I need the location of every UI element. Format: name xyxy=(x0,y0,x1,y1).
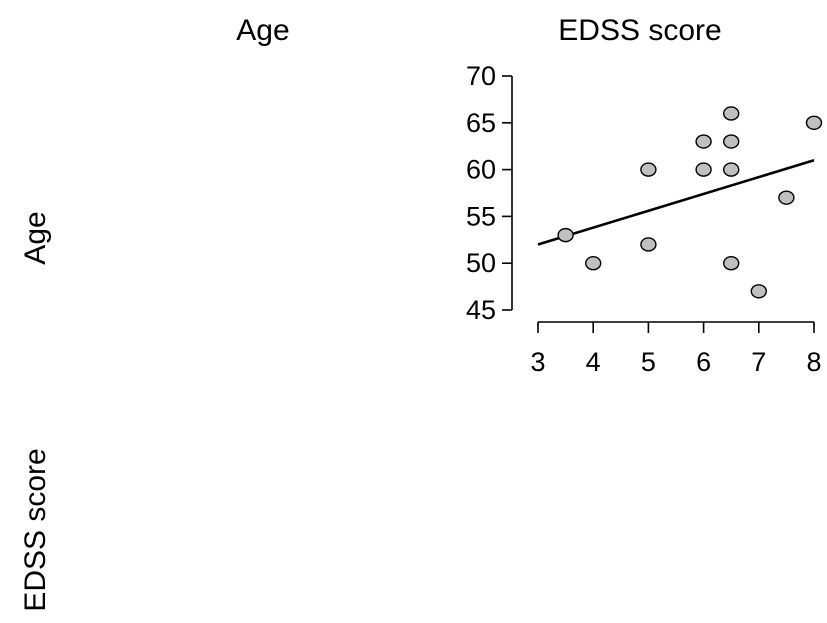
y-axis: 45 50 55 60 65 70 xyxy=(466,61,513,325)
column-label-age: Age xyxy=(236,14,289,47)
data-points xyxy=(557,106,823,299)
regression-line xyxy=(537,158,815,246)
y-tick-label: 70 xyxy=(466,61,496,91)
data-point xyxy=(695,162,712,177)
data-point xyxy=(750,284,767,299)
data-point xyxy=(805,115,823,131)
y-tick-label: 60 xyxy=(466,155,496,185)
y-tick-label: 55 xyxy=(466,201,496,231)
column-label-edss-score: EDSS score xyxy=(558,14,721,47)
y-tick-label: 50 xyxy=(466,248,496,278)
data-point xyxy=(723,134,740,149)
data-point xyxy=(723,106,740,121)
x-tick-label: 6 xyxy=(696,347,711,377)
y-tick-label: 45 xyxy=(466,295,496,325)
data-point xyxy=(640,237,657,252)
x-tick-label: 7 xyxy=(751,347,766,377)
x-tick-label: 4 xyxy=(586,347,601,377)
x-axis: 3 4 5 6 7 8 xyxy=(530,321,822,377)
regression-line-group xyxy=(537,158,815,246)
x-tick-label: 5 xyxy=(641,347,656,377)
data-point xyxy=(557,227,574,243)
data-point xyxy=(723,162,740,177)
x-tick-label: 8 xyxy=(806,347,821,377)
data-point xyxy=(585,256,602,271)
data-point xyxy=(695,134,712,149)
y-tick-label: 65 xyxy=(466,108,496,138)
row-label-age: Age xyxy=(19,211,52,264)
data-point xyxy=(723,256,740,271)
row-label-edss-score: EDSS score xyxy=(19,448,52,611)
x-tick-label: 3 xyxy=(530,347,545,377)
data-point xyxy=(778,190,795,205)
data-point xyxy=(640,162,657,177)
